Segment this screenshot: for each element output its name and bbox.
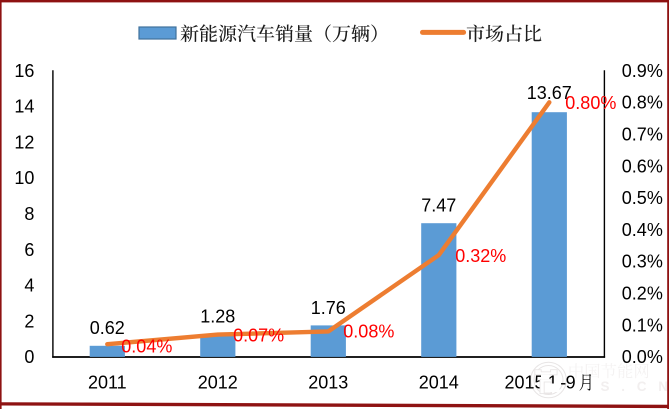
- svg-text:2: 2: [24, 311, 34, 331]
- svg-text:2011: 2011: [88, 372, 127, 392]
- svg-text:10: 10: [14, 168, 34, 188]
- svg-text:0.80%: 0.80%: [565, 93, 616, 113]
- svg-text:9: 9: [566, 372, 576, 392]
- svg-text:0.0%: 0.0%: [622, 347, 663, 367]
- svg-text:0: 0: [24, 347, 34, 367]
- svg-text:16: 16: [14, 61, 34, 81]
- svg-text:0.1%: 0.1%: [622, 315, 663, 335]
- svg-text:6: 6: [24, 240, 34, 260]
- svg-text:2015: 2015: [505, 372, 545, 392]
- svg-text:0.4%: 0.4%: [622, 220, 663, 240]
- svg-text:4: 4: [24, 276, 34, 296]
- svg-text:2014: 2014: [419, 372, 459, 392]
- svg-text:0.3%: 0.3%: [622, 252, 663, 272]
- svg-text:14: 14: [14, 97, 34, 117]
- svg-text:0.9%: 0.9%: [622, 61, 663, 81]
- svg-text:0.62: 0.62: [90, 318, 125, 338]
- svg-text:0.32%: 0.32%: [455, 246, 506, 266]
- svg-text:0.7%: 0.7%: [622, 124, 663, 144]
- svg-text:12: 12: [14, 132, 34, 152]
- svg-text:0.6%: 0.6%: [622, 156, 663, 176]
- svg-text:0.8%: 0.8%: [622, 93, 663, 113]
- svg-text:7.47: 7.47: [421, 196, 456, 216]
- svg-text:S . C N: S . C N: [601, 379, 669, 394]
- svg-text:0.5%: 0.5%: [622, 188, 663, 208]
- svg-text:8: 8: [24, 204, 34, 224]
- svg-text:2013: 2013: [308, 372, 348, 392]
- svg-text:2012: 2012: [198, 372, 238, 392]
- svg-text:0.07%: 0.07%: [233, 326, 284, 346]
- svg-text:0.2%: 0.2%: [622, 284, 663, 304]
- svg-text:1.76: 1.76: [311, 298, 346, 318]
- svg-text:0.04%: 0.04%: [121, 337, 172, 357]
- svg-text:1.28: 1.28: [200, 306, 235, 326]
- svg-text:0.08%: 0.08%: [343, 322, 394, 342]
